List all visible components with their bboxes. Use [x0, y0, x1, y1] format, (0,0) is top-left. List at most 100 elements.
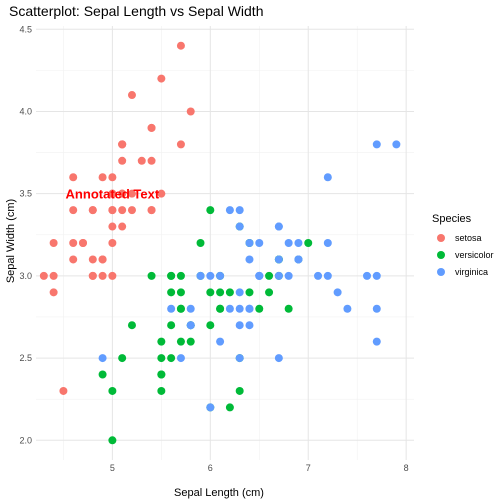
point-versicolor	[304, 239, 313, 247]
point-virginica	[206, 403, 215, 412]
point-virginica	[216, 271, 225, 280]
legend-label-versicolor: versicolor	[455, 250, 494, 260]
point-virginica	[225, 206, 234, 215]
point-setosa	[69, 173, 78, 182]
point-virginica	[323, 173, 332, 182]
point-virginica	[235, 206, 244, 215]
point-setosa	[69, 206, 78, 215]
point-setosa	[98, 255, 107, 264]
x-axis-title: Sepal Length (cm)	[174, 487, 264, 499]
point-versicolor	[206, 206, 215, 215]
point-virginica	[225, 304, 234, 313]
chart-title: Scatterplot: Sepal Length vs Sepal Width	[9, 3, 263, 19]
point-versicolor	[167, 288, 176, 297]
data-points	[39, 41, 401, 445]
y-tick-label: 3.5	[19, 189, 32, 199]
point-versicolor	[216, 304, 225, 313]
legend-label-virginica: virginica	[455, 267, 488, 277]
point-versicolor	[176, 271, 185, 280]
point-virginica	[274, 222, 283, 231]
point-versicolor	[176, 288, 185, 297]
point-virginica	[323, 271, 332, 280]
point-versicolor	[108, 436, 117, 445]
point-virginica	[294, 239, 303, 247]
point-setosa	[118, 222, 127, 231]
point-setosa	[127, 91, 136, 100]
point-setosa	[147, 156, 156, 165]
point-setosa	[118, 156, 127, 165]
point-versicolor	[157, 370, 166, 379]
point-setosa	[108, 271, 117, 280]
point-versicolor	[245, 288, 254, 297]
point-versicolor	[157, 386, 166, 395]
y-axis-title: Sepal Width (cm)	[5, 199, 17, 283]
point-versicolor	[206, 288, 215, 297]
point-virginica	[284, 271, 293, 280]
y-tick-label: 4.0	[19, 106, 32, 116]
point-versicolor	[157, 354, 166, 363]
point-setosa	[49, 271, 58, 280]
point-virginica	[176, 354, 185, 363]
point-setosa	[98, 271, 107, 280]
point-versicolor	[284, 304, 293, 313]
legend-title: Species	[432, 213, 472, 225]
point-setosa	[176, 140, 185, 149]
point-setosa	[186, 107, 195, 116]
point-virginica	[206, 271, 215, 280]
point-virginica	[196, 271, 205, 280]
point-setosa	[118, 189, 127, 198]
point-virginica	[245, 239, 254, 247]
point-setosa	[98, 173, 107, 182]
point-virginica	[372, 304, 381, 313]
point-setosa	[108, 239, 117, 247]
point-virginica	[235, 354, 244, 363]
y-tick-label: 2.0	[19, 435, 32, 445]
legend-key-virginica	[437, 268, 445, 276]
legend-key-versicolor	[437, 251, 445, 259]
point-setosa	[147, 123, 156, 132]
point-virginica	[245, 255, 254, 264]
x-tick-label: 8	[404, 463, 409, 473]
y-tick-label: 3.0	[19, 271, 32, 281]
x-tick-label: 6	[208, 463, 213, 473]
x-tick-label: 7	[306, 463, 311, 473]
annotation-text: Annotated Text	[66, 187, 160, 202]
point-versicolor	[157, 337, 166, 346]
point-versicolor	[147, 271, 156, 280]
point-versicolor	[225, 288, 234, 297]
point-setosa	[88, 255, 97, 264]
x-tick-label: 5	[110, 463, 115, 473]
point-virginica	[274, 354, 283, 363]
point-setosa	[157, 74, 166, 83]
point-setosa	[147, 206, 156, 215]
point-virginica	[216, 337, 225, 346]
point-setosa	[88, 271, 97, 280]
point-versicolor	[176, 304, 185, 313]
point-versicolor	[167, 271, 176, 280]
point-setosa	[88, 206, 97, 215]
point-versicolor	[118, 354, 127, 363]
point-virginica	[186, 321, 195, 330]
point-virginica	[284, 239, 293, 247]
point-virginica	[333, 288, 342, 297]
point-versicolor	[235, 386, 244, 395]
point-virginica	[235, 222, 244, 231]
legend: Species setosa versicolor virginica	[432, 213, 494, 277]
legend-label-setosa: setosa	[455, 233, 482, 243]
point-virginica	[255, 239, 264, 247]
point-virginica	[98, 354, 107, 363]
point-virginica	[255, 271, 264, 280]
point-versicolor	[167, 354, 176, 363]
point-virginica	[167, 304, 176, 313]
point-versicolor	[216, 288, 225, 297]
point-setosa	[137, 156, 146, 165]
point-versicolor	[225, 403, 234, 412]
point-virginica	[314, 271, 323, 280]
point-setosa	[118, 140, 127, 149]
point-versicolor	[206, 321, 215, 330]
tick-labels: 5 6 7 8 2.0 2.5 3.0 3.5 4.0 4.5	[19, 24, 408, 473]
point-setosa	[118, 206, 127, 215]
point-setosa	[108, 206, 117, 215]
point-setosa	[176, 41, 185, 50]
